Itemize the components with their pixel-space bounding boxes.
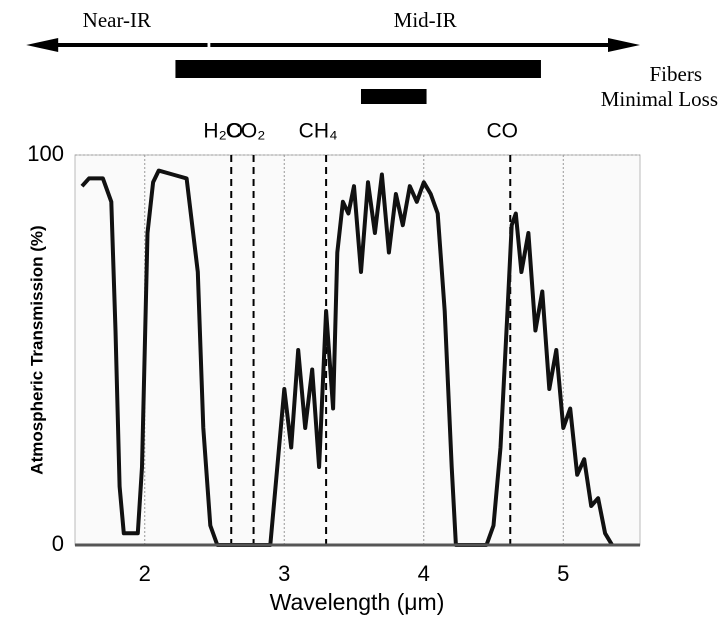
x-axis-label: Wavelength (μm) (270, 589, 445, 615)
arrow-head (608, 38, 640, 52)
band-label: Fibers (650, 62, 703, 86)
marker-label: CH₄ (299, 120, 338, 143)
band-bar (360, 89, 427, 104)
x-tick-label: 4 (418, 561, 430, 586)
x-tick-label: 2 (139, 561, 151, 586)
arrow-label: Mid-IR (394, 8, 457, 32)
y-axis-label: Atmospheric Transmission (%) (27, 225, 46, 474)
x-tick-label: 5 (557, 561, 569, 586)
marker-label: H₂O (203, 120, 243, 143)
spectrum-line (80, 168, 614, 547)
marker-label: CO (487, 120, 519, 143)
band-bar (175, 60, 541, 78)
x-tick-label: 3 (278, 561, 290, 586)
band-label: Minimal Loss (601, 87, 718, 111)
y-tick-label: 0 (52, 531, 64, 556)
y-tick-label: 100 (27, 141, 64, 166)
arrow-label: Near-IR (83, 8, 151, 32)
arrow-head (26, 38, 59, 52)
marker-label: CO₂ (226, 120, 266, 143)
